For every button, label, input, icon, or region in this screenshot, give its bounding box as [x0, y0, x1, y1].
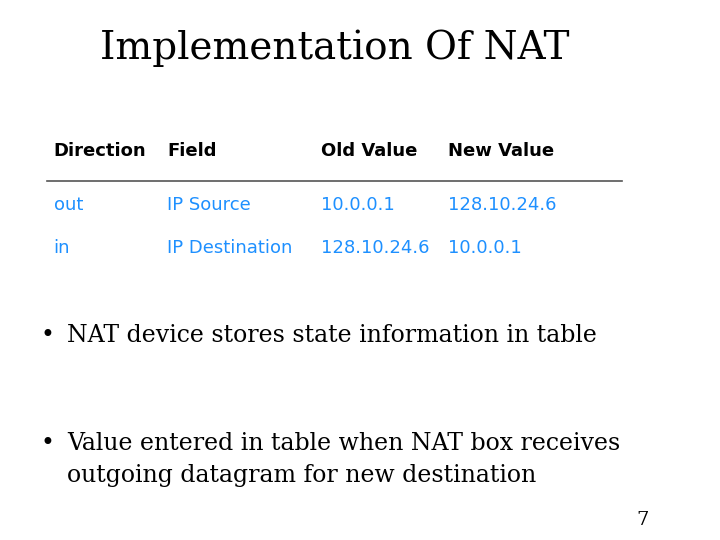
Text: Direction: Direction [53, 142, 146, 160]
Text: IP Destination: IP Destination [167, 239, 292, 258]
Text: Field: Field [167, 142, 217, 160]
Text: 10.0.0.1: 10.0.0.1 [321, 196, 395, 214]
Text: IP Source: IP Source [167, 196, 251, 214]
Text: 128.10.24.6: 128.10.24.6 [448, 196, 557, 214]
Text: 7: 7 [636, 511, 649, 529]
Text: •: • [40, 432, 54, 455]
Text: NAT device stores state information in table: NAT device stores state information in t… [67, 324, 597, 347]
Text: 128.10.24.6: 128.10.24.6 [321, 239, 430, 258]
Text: Value entered in table when NAT box receives
outgoing datagram for new destinati: Value entered in table when NAT box rece… [67, 432, 620, 487]
Text: out: out [53, 196, 83, 214]
Text: New Value: New Value [448, 142, 554, 160]
Text: Old Value: Old Value [321, 142, 418, 160]
Text: •: • [40, 324, 54, 347]
Text: 10.0.0.1: 10.0.0.1 [448, 239, 522, 258]
Text: Implementation Of NAT: Implementation Of NAT [100, 30, 570, 68]
Text: in: in [53, 239, 70, 258]
